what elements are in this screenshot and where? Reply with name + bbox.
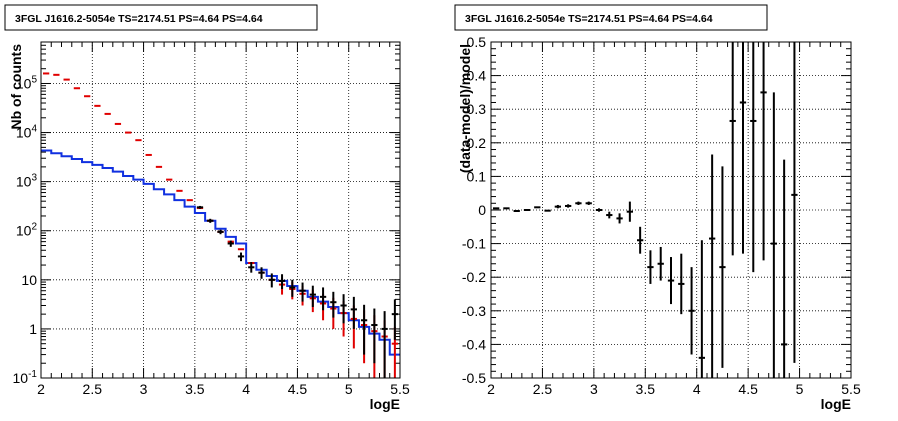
y-tick-exponent: 2: [31, 222, 37, 233]
x-tick-label: 2.5: [533, 381, 553, 397]
y-axis-label: Nb of counts: [8, 44, 24, 130]
y-tick-label: 10: [21, 272, 37, 288]
y-tick-exponent: -1: [28, 369, 37, 380]
x-tick-label: 5: [796, 381, 804, 397]
plot-frame: [40, 41, 401, 379]
y-tick-label: 0.5: [467, 34, 487, 50]
x-tick-label: 3: [590, 381, 598, 397]
y-tick-label: -0.2: [462, 269, 486, 285]
y-tick-label: 104: [16, 124, 38, 141]
y-tick-base: 10: [16, 125, 32, 141]
y-tick-label: -0.1: [462, 236, 486, 252]
x-tick-label: 5.5: [841, 381, 861, 397]
x-tick-label: 5.5: [390, 381, 410, 397]
x-tick-label: 2: [37, 381, 45, 397]
x-tick-label: 5: [345, 381, 353, 397]
y-tick-exponent: 4: [31, 124, 37, 135]
y-tick-label: 0.1: [467, 168, 487, 184]
y-tick-label: 10-1: [13, 369, 38, 386]
x-tick-label: 4: [693, 381, 701, 397]
x-tick-label: 3.5: [185, 381, 205, 397]
residual-panel: 3FGL J1616.2-5054e TS=2174.51 PS=4.64 PS…: [454, 4, 861, 412]
y-tick-label: 0.3: [467, 101, 487, 117]
y-tick-label: 105: [16, 74, 38, 91]
y-tick-base: 10: [13, 370, 29, 386]
x-tick-label: 4: [242, 381, 250, 397]
x-tick-label: 2: [487, 381, 495, 397]
source-model-step-line: [41, 149, 400, 356]
x-tick-label: 2.5: [83, 381, 103, 397]
y-tick-label: -0.4: [462, 336, 486, 352]
y-tick-label: 103: [16, 173, 38, 190]
title-box: [4, 4, 318, 31]
y-tick-label: -0.3: [462, 303, 486, 319]
y-tick-base: 1: [29, 321, 37, 337]
y-tick-label: 0.2: [467, 135, 487, 151]
x-axis-label: logE: [370, 396, 400, 412]
y-tick-label: -0.5: [462, 370, 486, 386]
y-tick-base: 10: [16, 75, 32, 91]
chart-title: 3FGL J1616.2-5054e TS=2174.51 PS=4.64 PS…: [465, 13, 713, 25]
title-box: [454, 4, 768, 31]
x-tick-label: 3.5: [636, 381, 656, 397]
y-axis-label: (data-model)/model: [457, 44, 473, 173]
y-tick-label: 0: [478, 202, 486, 218]
y-tick-label: 1: [29, 321, 37, 337]
y-tick-exponent: 3: [31, 173, 37, 184]
x-tick-label: 4.5: [738, 381, 758, 397]
counts-panel: 3FGL J1616.2-5054e TS=2174.51 PS=4.64 PS…: [4, 4, 410, 412]
y-tick-label: 102: [16, 222, 38, 239]
y-tick-label: 0.4: [467, 68, 487, 84]
y-tick-base: 10: [21, 272, 37, 288]
y-tick-base: 10: [16, 223, 32, 239]
y-tick-exponent: 5: [31, 74, 37, 85]
x-axis-label: logE: [821, 396, 851, 412]
chart-title: 3FGL J1616.2-5054e TS=2174.51 PS=4.64 PS…: [15, 13, 263, 25]
plot-frame: [490, 41, 852, 379]
x-tick-label: 4.5: [288, 381, 308, 397]
y-tick-base: 10: [16, 174, 32, 190]
x-tick-label: 3: [140, 381, 148, 397]
